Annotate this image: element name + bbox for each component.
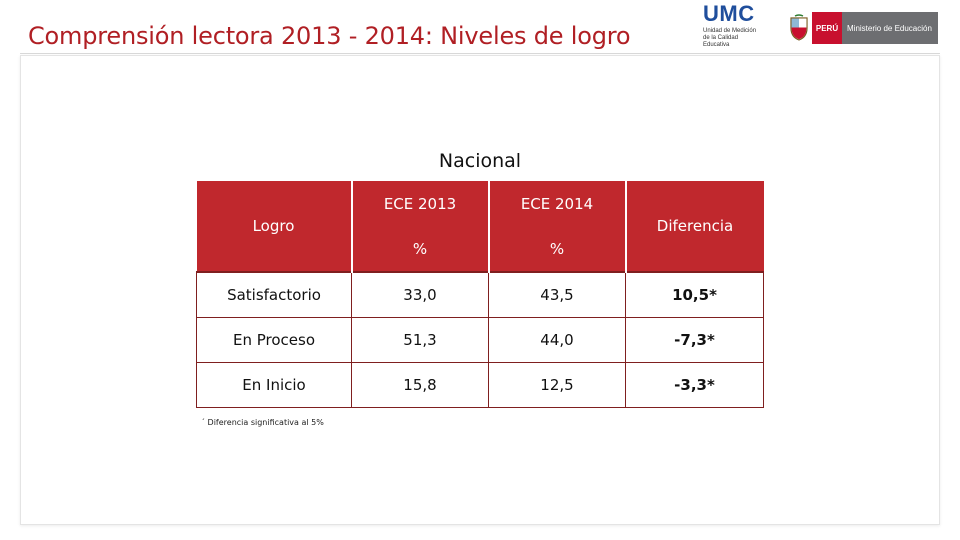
cell-logro: En Inicio bbox=[196, 362, 352, 408]
slide-title: Comprensión lectora 2013 - 2014: Niveles… bbox=[28, 22, 631, 50]
table-footnote: ´ Diferencia significativa al 5% bbox=[201, 418, 324, 427]
col-header-ece2013: ECE 2013 bbox=[350, 181, 490, 227]
umc-logo: UMC Unidad de Medición de la Calidad Edu… bbox=[703, 3, 763, 51]
cell-logro: Satisfactorio bbox=[196, 271, 352, 318]
col-header-ece2014: ECE 2014 bbox=[487, 181, 627, 227]
cell-logro: En Proceso bbox=[196, 317, 352, 363]
table-row-satisfactorio: Satisfactorio 33,0 43,5 10,5* bbox=[196, 271, 764, 318]
results-table: Logro ECE 2013 ECE 2014 Diferencia % % S… bbox=[196, 181, 764, 408]
cell-ece2013: 33,0 bbox=[351, 271, 489, 318]
table-caption: Nacional bbox=[438, 150, 522, 172]
ministry-logo: PERÚ Ministerio de Educación bbox=[786, 12, 938, 44]
unit-header-2013: % bbox=[350, 227, 490, 272]
cell-ece2014: 43,5 bbox=[488, 271, 626, 318]
col-header-logro: Logro bbox=[196, 181, 352, 272]
coat-of-arms-icon bbox=[786, 12, 812, 44]
cell-ece2014: 44,0 bbox=[488, 317, 626, 363]
cell-ece2013: 51,3 bbox=[351, 317, 489, 363]
col-header-diferencia: Diferencia bbox=[625, 181, 764, 272]
unit-header-2014: % bbox=[487, 227, 627, 272]
peru-badge: PERÚ bbox=[812, 12, 842, 44]
cell-ece2014: 12,5 bbox=[488, 362, 626, 408]
cell-diferencia: -7,3* bbox=[625, 317, 764, 363]
table-row-en-inicio: En Inicio 15,8 12,5 -3,3* bbox=[196, 362, 764, 408]
umc-logo-text: UMC bbox=[703, 1, 755, 26]
cell-diferencia: 10,5* bbox=[625, 271, 764, 318]
title-divider bbox=[20, 53, 940, 54]
cell-ece2013: 15,8 bbox=[351, 362, 489, 408]
table-row-en-proceso: En Proceso 51,3 44,0 -7,3* bbox=[196, 317, 764, 363]
umc-logo-subtitle: Unidad de Medición de la Calidad Educati… bbox=[703, 28, 757, 48]
ministry-badge: Ministerio de Educación bbox=[842, 12, 938, 44]
subheader-row: % % bbox=[197, 227, 764, 272]
header-row: Logro ECE 2013 ECE 2014 Diferencia bbox=[196, 181, 764, 272]
cell-diferencia: -3,3* bbox=[625, 362, 764, 408]
